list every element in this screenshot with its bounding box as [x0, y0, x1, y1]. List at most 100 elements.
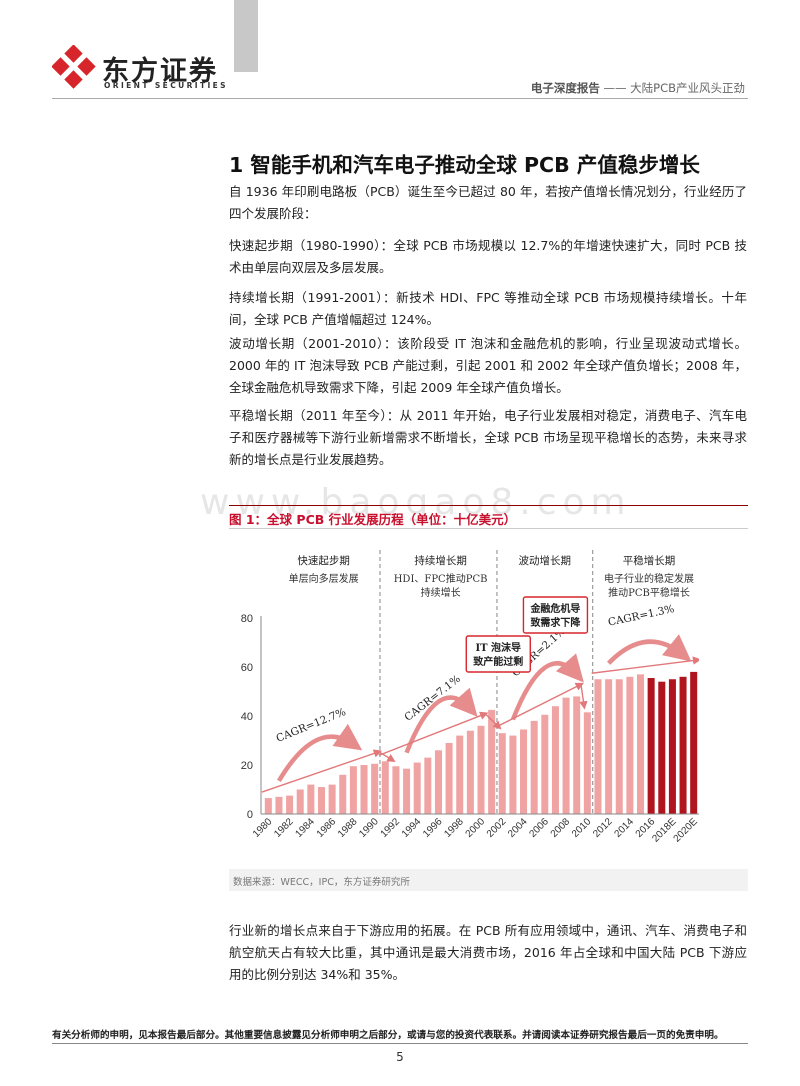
x-tick-label-1984: 1984 [293, 816, 317, 840]
phase-desc-2-2: 持续增长 [421, 586, 461, 599]
figure-source: 数据来源：WECC，IPC，东方证券研究所 [233, 877, 410, 888]
paragraph-intro: 自 1936 年印刷电路板（PCB）诞生至今已超过 80 年，若按产值增长情况划… [229, 184, 747, 221]
bar-1981 [275, 796, 283, 814]
bar-1997 [445, 742, 453, 814]
brand-name-en: ORIENT SECURITIES [104, 81, 228, 90]
annotation-text-2-2: 致需求下降 [530, 616, 581, 629]
bar-2001 [488, 709, 496, 814]
watermark: www.baogao8.com [200, 482, 632, 523]
bar-2018E [668, 679, 676, 814]
cagr-arrow-2 [404, 687, 478, 754]
bar-1990 [371, 763, 379, 814]
x-tick-label-2004: 2004 [506, 816, 530, 840]
annotation-box-2 [522, 596, 589, 634]
bar-1983 [296, 789, 304, 814]
bar-1985 [317, 787, 325, 814]
bar-1986 [328, 784, 336, 814]
bar-2014 [626, 676, 634, 814]
trend-connector-1 [378, 751, 396, 762]
bar-2009 [573, 696, 581, 814]
x-tick-label-1996: 1996 [421, 816, 445, 840]
x-tick-label-2014: 2014 [612, 816, 636, 840]
annotation-text-2-1: 金融危机导 [529, 602, 580, 615]
bar-2002 [498, 733, 506, 814]
cagr-arrow-3 [510, 653, 584, 721]
bar-1992 [392, 766, 400, 814]
bar-1982 [286, 795, 294, 814]
bar-1989 [360, 765, 368, 814]
bar-1994 [413, 762, 421, 814]
bar-1996 [434, 750, 442, 814]
annotation-box-1 [465, 635, 531, 673]
x-tick-label-1982: 1982 [272, 816, 296, 840]
bar-1999 [466, 730, 474, 814]
bar-1988 [349, 766, 357, 814]
x-tick-label-2006: 2006 [527, 816, 551, 840]
bar-2004 [520, 729, 528, 814]
footer-rule [52, 1043, 748, 1044]
trend-connector-2 [484, 713, 502, 730]
bar-2007 [551, 706, 559, 814]
annotation-text-1-1: IT 泡沫导 [475, 641, 521, 654]
phase-desc-2-1: HDI、FPC推动PCB [394, 572, 488, 585]
bar-2019E [679, 676, 687, 814]
y-tick-label-0: 0 [247, 809, 253, 821]
bar-2012 [605, 679, 613, 814]
bar-2015 [637, 674, 645, 814]
x-tick-label-2010: 2010 [570, 816, 594, 840]
phase-name-3: 波动增长期 [519, 554, 572, 567]
bar-2000 [477, 725, 485, 814]
trend-line-4 [591, 656, 699, 674]
header-gray-tab [234, 0, 258, 72]
cagr-arrow-4 [606, 634, 692, 665]
trend-line-1 [261, 749, 383, 793]
cagr-arrow-1 [277, 723, 363, 783]
x-tick-label-1994: 1994 [400, 816, 424, 840]
y-tick-label-2: 40 [241, 711, 253, 723]
paragraph-phase-1: 快速起步期（1980-1990）：全球 PCB 市场规模以 12.7%的年增速快… [229, 238, 747, 275]
paragraph-phase-2: 持续增长期（1991-2001）：新技术 HDI、FPC 等推动全球 PCB 市… [229, 290, 747, 327]
y-tick-label-4: 80 [241, 613, 253, 625]
bar-2017 [658, 681, 666, 814]
trend-connector-3 [579, 684, 588, 710]
bar-1993 [403, 768, 411, 814]
orient-logo-icon [52, 45, 96, 89]
bar-2020E [690, 671, 698, 814]
figure-rule-bottom [229, 528, 748, 529]
bar-1991 [381, 761, 389, 814]
pcb-output-chart: 0204060801980198219841986198819901992199… [241, 550, 699, 845]
bar-1987 [339, 774, 347, 814]
x-tick-label-1992: 1992 [379, 816, 403, 840]
source-bar [229, 869, 748, 891]
phase-desc-4-1: 电子行业的稳定发展 [604, 572, 694, 585]
paragraph-growth: 行业新的增长点来自于下游应用的拓展。在 PCB 所有应用领域中，通讯、汽车、消费… [229, 923, 747, 982]
phase-name-4: 平稳增长期 [623, 554, 676, 567]
bar-2008 [562, 697, 570, 814]
phase-desc-1-1: 单层向多层发展 [289, 572, 359, 585]
bar-1998 [456, 735, 464, 814]
figure-rule-top [229, 505, 748, 506]
x-tick-label-1988: 1988 [336, 816, 360, 840]
trend-line-2 [378, 711, 489, 756]
bar-2013 [615, 679, 623, 814]
section-title: 1 智能手机和汽车电子推动全球 PCB 产值稳步增长 [229, 153, 700, 177]
header-separator: —— [603, 81, 627, 95]
footer-disclaimer: 有关分析师的申明，见本报告最后部分。其他重要信息披露见分析师申明之后部分，或请与… [52, 1030, 724, 1041]
paragraph-phase-3: 波动增长期（2001-2010）：该阶段受 IT 泡沫和金融危机的影响，行业呈现… [229, 336, 747, 395]
bar-2010 [583, 712, 591, 814]
x-tick-label-2012: 2012 [591, 816, 615, 840]
bar-2016 [647, 678, 655, 814]
phase-name-1: 快速起步期 [297, 555, 350, 567]
y-tick-label-3: 60 [241, 662, 253, 674]
annotation-text-1-2: 致产能过剩 [473, 655, 523, 668]
bar-1984 [307, 784, 315, 814]
x-tick-label-1980: 1980 [251, 816, 275, 840]
report-type: 电子深度报告 [530, 81, 600, 95]
bar-2011 [594, 679, 602, 814]
figure-title: 图 1：全球 PCB 行业发展历程（单位：十亿美元） [229, 512, 517, 527]
y-tick-label-1: 20 [241, 760, 253, 772]
bar-1995 [424, 757, 432, 814]
phase-desc-4-2: 推动PCB平稳增长 [608, 586, 690, 599]
phase-name-2: 持续增长期 [414, 554, 467, 567]
x-tick-label-2020E: 2020E [672, 816, 699, 844]
